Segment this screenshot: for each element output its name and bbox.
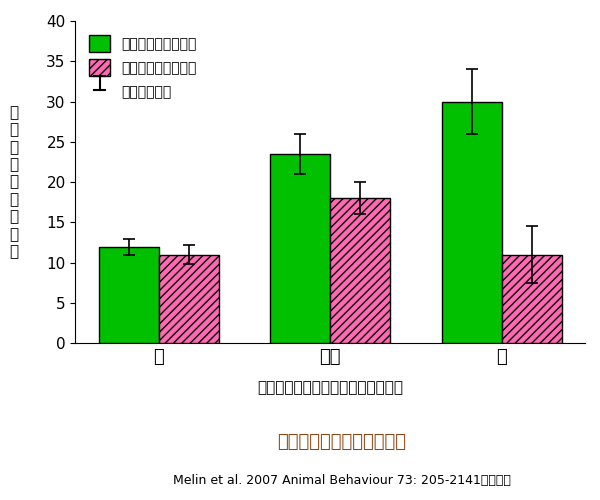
Bar	[502, 254, 562, 343]
Bar	[330, 198, 390, 343]
Bar	[98, 246, 158, 343]
Bar	[270, 154, 330, 343]
Y-axis label: 昆
虫
捕
獲
数
／
１
時
間: 昆 虫 捕 獲 数 ／ １ 時 間	[10, 105, 19, 259]
Text: Melin et al. 2007 Animal Behaviour 73: 205-2141から改変: Melin et al. 2007 Animal Behaviour 73: 2…	[173, 474, 511, 486]
X-axis label: 樹上を覚う木の葉による森の明るさ: 樹上を覚う木の葉による森の明るさ	[257, 380, 403, 395]
Text: 暗くなるほど２色型が有利: 暗くなるほど２色型が有利	[277, 434, 407, 452]
Bar	[158, 254, 218, 343]
Legend: ２色型のオマキザル, ３色型のオマキザル, 数値のぶれ幅: ２色型のオマキザル, ３色型のオマキザル, 数値のぶれ幅	[82, 28, 203, 106]
Bar	[442, 102, 502, 343]
